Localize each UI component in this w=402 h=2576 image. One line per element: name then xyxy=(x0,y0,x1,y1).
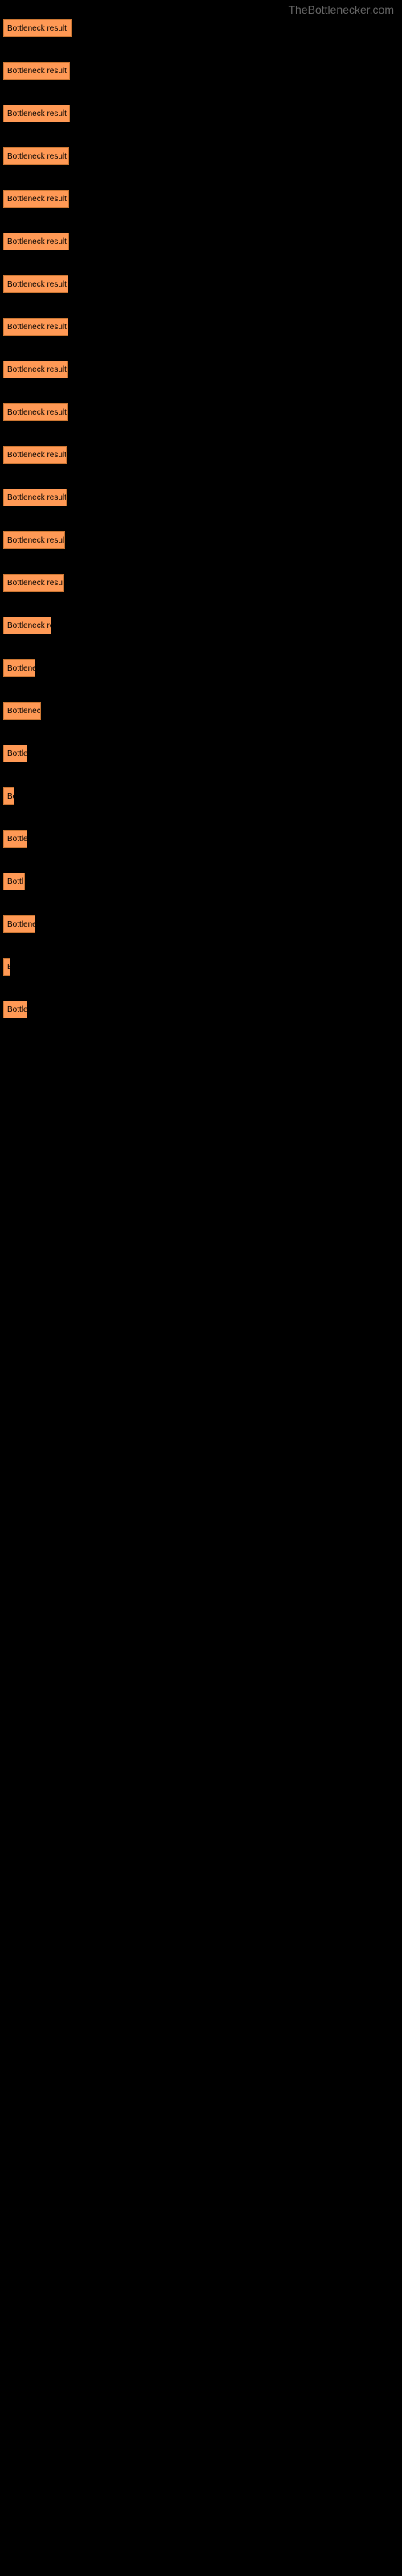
chart-bar: Bottlene xyxy=(3,915,35,933)
bar-row: Bottle xyxy=(3,1001,399,1018)
chart-bar: Bottleneck result xyxy=(3,489,67,506)
chart-bar: Bottleneck result xyxy=(3,19,72,37)
bar-chart: Bottleneck result Bottleneck result Bottle… xyxy=(0,19,402,1018)
chart-bar: Bottleneck xyxy=(3,702,41,720)
chart-bar: Bottleneck result xyxy=(3,318,68,336)
bar-row: Bottleneck result xyxy=(3,403,399,421)
chart-bar: Bottlene xyxy=(3,659,35,677)
bar-row: Bottleneck result xyxy=(3,62,399,80)
bar-row: Bottlene xyxy=(3,915,399,933)
chart-bar: Bottleneck re xyxy=(3,617,51,634)
chart-bar: Bottleneck result xyxy=(3,275,68,293)
bar-row: Bottleneck result xyxy=(3,361,399,378)
bar-row: Bottleneck result xyxy=(3,275,399,293)
bar-row: Bottleneck xyxy=(3,702,399,720)
bar-row: Bo xyxy=(3,787,399,805)
chart-bar: Bottleneck result xyxy=(3,531,65,549)
chart-bar: Bottleneck resul xyxy=(3,574,64,592)
chart-bar: Bottl xyxy=(3,873,25,890)
chart-bar: Bottleneck result xyxy=(3,147,69,165)
chart-bar: Bottleneck result xyxy=(3,446,67,464)
chart-bar: B xyxy=(3,958,10,976)
chart-bar: Bottle xyxy=(3,745,27,762)
chart-bar: Bottleneck result xyxy=(3,233,69,250)
bar-row: Bottleneck result xyxy=(3,19,399,37)
bar-row: Bottleneck result xyxy=(3,190,399,208)
bar-row: Bottleneck result xyxy=(3,489,399,506)
bar-row: Bottleneck result xyxy=(3,147,399,165)
chart-bar: Bottleneck result xyxy=(3,361,68,378)
bar-row: Bottlene xyxy=(3,659,399,677)
chart-bar: Bottleneck result xyxy=(3,105,70,122)
bar-row: Bottleneck result xyxy=(3,105,399,122)
watermark-text: TheBottlenecker.com xyxy=(0,0,402,19)
bar-row: B xyxy=(3,958,399,976)
bar-row: Bottleneck re xyxy=(3,617,399,634)
chart-bar: Bottleneck result xyxy=(3,62,70,80)
bar-row: Bottleneck result xyxy=(3,531,399,549)
bar-row: Bottle xyxy=(3,745,399,762)
bar-row: Bottle xyxy=(3,830,399,848)
bar-row: Bottl xyxy=(3,873,399,890)
bar-row: Bottleneck resul xyxy=(3,574,399,592)
chart-bar: Bottleneck result xyxy=(3,190,69,208)
bar-row: Bottleneck result xyxy=(3,318,399,336)
bar-row: Bottleneck result xyxy=(3,233,399,250)
chart-bar: Bottle xyxy=(3,1001,27,1018)
chart-bar: Bo xyxy=(3,787,14,805)
bar-row: Bottleneck result xyxy=(3,446,399,464)
chart-bar: Bottle xyxy=(3,830,27,848)
chart-bar: Bottleneck result xyxy=(3,403,68,421)
